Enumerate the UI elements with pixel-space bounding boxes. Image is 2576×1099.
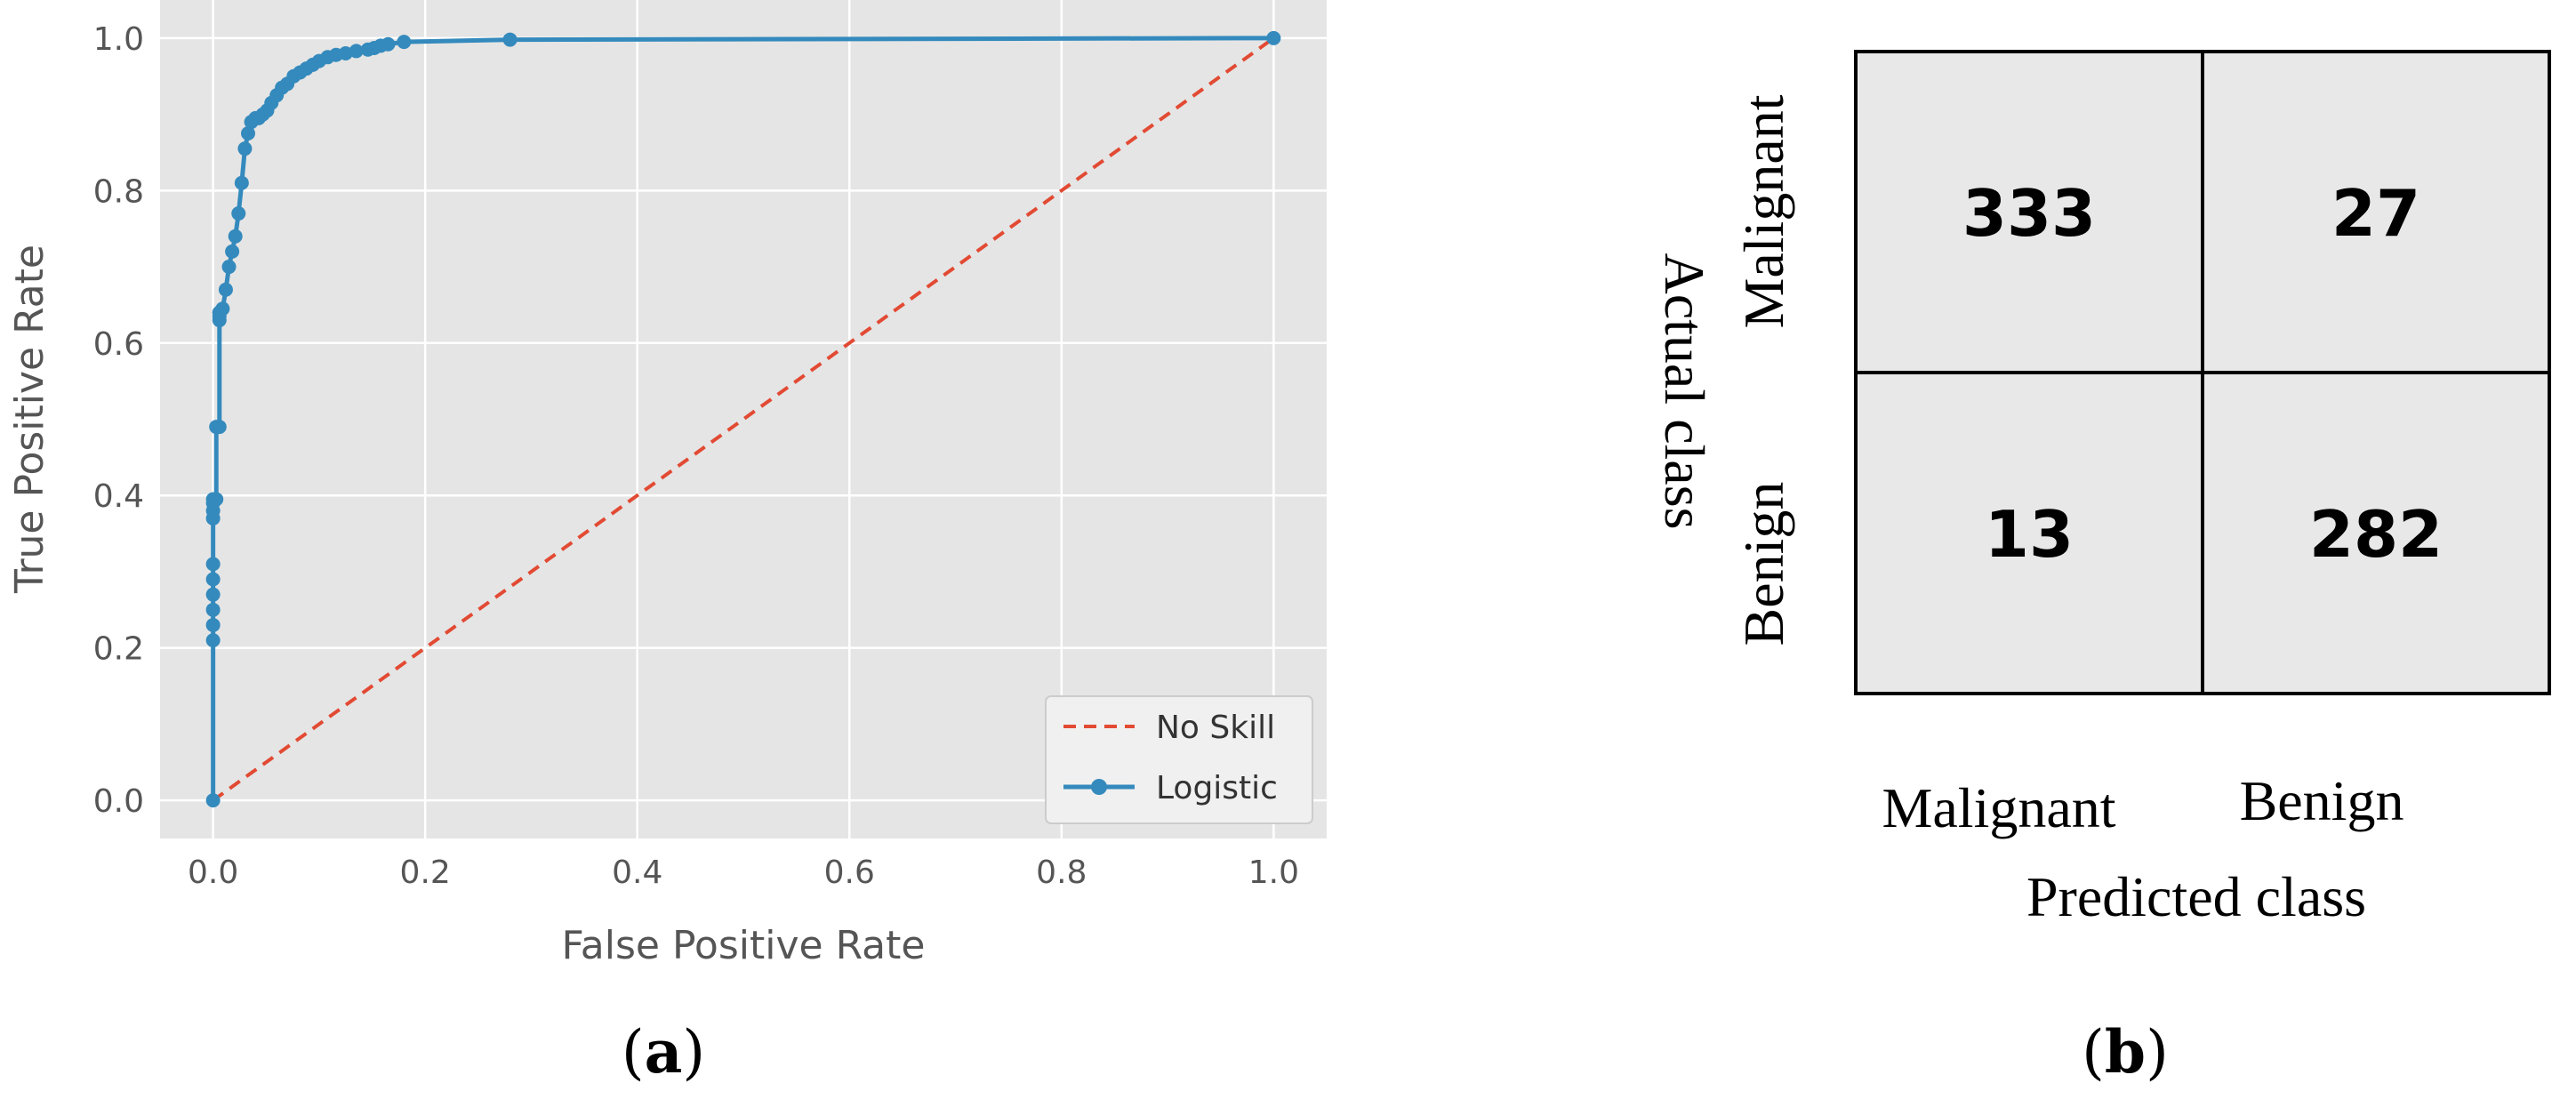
col-label-benign: Benign	[2240, 769, 2404, 832]
data-point-logistic	[234, 175, 249, 190]
data-point-logistic	[231, 206, 246, 221]
x-tick-label: 0.2	[400, 854, 451, 891]
y-axis-label: True Positive Rate	[7, 245, 52, 594]
x-axis-label: False Positive Rate	[562, 923, 926, 968]
data-point-logistic	[218, 282, 233, 297]
data-point-logistic	[349, 44, 364, 59]
data-point-logistic	[381, 36, 396, 52]
y-tick-label: 0.0	[93, 783, 144, 820]
data-point-logistic	[338, 46, 353, 61]
legend-label-logistic: Logistic	[1156, 770, 1278, 806]
data-point-logistic	[215, 301, 230, 317]
y-tick-label: 0.2	[93, 631, 144, 668]
cell-value-fn: 27	[2331, 176, 2420, 251]
cell-value-tp: 333	[1962, 176, 2096, 251]
series-line-no-skill	[212, 36, 1275, 802]
legend: No Skill Logistic	[1045, 695, 1313, 824]
x-tick-labels: 0.0 0.2 0.4 0.6 0.8 1.0	[188, 854, 1299, 891]
row-axis-title: Actual class	[1653, 253, 1716, 530]
cell-malignant-benign	[2201, 50, 2551, 374]
col-axis-title: Predicted class	[2026, 865, 2366, 928]
data-point-logistic	[205, 602, 221, 617]
grid	[160, 0, 1327, 838]
data-point-logistic	[212, 420, 227, 435]
row-label-malignant: Malignant	[1732, 94, 1795, 328]
data-point-logistic	[225, 244, 240, 259]
data-point-logistic	[397, 35, 412, 50]
y-tick-label: 0.4	[93, 478, 144, 515]
y-tick-label: 0.8	[93, 173, 144, 210]
data-point-logistic	[205, 572, 221, 587]
panel-label-b: (b)	[2082, 1017, 2169, 1087]
y-tick-labels: 0.0 0.2 0.4 0.6 0.8 1.0	[93, 21, 144, 820]
legend-label-no-skill: No Skill	[1156, 710, 1275, 746]
x-tick-label: 1.0	[1248, 854, 1299, 891]
cell-value-tn: 282	[2309, 497, 2443, 572]
x-tick-label: 0.8	[1036, 854, 1087, 891]
y-tick-label: 0.6	[93, 326, 144, 363]
data-point-logistic	[237, 141, 253, 156]
x-tick-label: 0.0	[188, 854, 238, 891]
data-point-logistic	[205, 587, 221, 602]
x-tick-label: 0.6	[824, 854, 875, 891]
row-label-benign: Benign	[1732, 482, 1795, 646]
data-point-logistic	[228, 229, 243, 244]
panel-label-a: (a)	[622, 1017, 705, 1087]
cell-value-fp: 13	[1985, 497, 2074, 572]
confusion-matrix: 333 27 13 282 Malignant Benign Actual cl…	[1653, 50, 2551, 1087]
data-point-logistic	[205, 557, 221, 572]
roc-chart: 0.0 0.2 0.4 0.6 0.8 1.0 0.0 0.2 0.4 0.6 0.8 1.0 Fa…	[7, 0, 1327, 1087]
data-point-logistic	[1266, 30, 1281, 45]
series-layer	[205, 30, 1281, 808]
data-point-logistic	[221, 260, 237, 275]
x-tick-label: 0.4	[612, 854, 662, 891]
data-point-logistic	[502, 32, 518, 47]
col-label-malignant: Malignant	[1882, 776, 2115, 839]
data-point-logistic	[209, 492, 224, 507]
data-point-logistic	[240, 126, 255, 141]
y-tick-label: 1.0	[93, 21, 144, 58]
cell-benign-benign	[2201, 371, 2551, 695]
legend-marker-logistic	[1091, 779, 1107, 795]
data-point-logistic	[205, 793, 221, 808]
cell-malignant-malignant	[1854, 50, 2204, 374]
data-point-logistic	[205, 633, 221, 648]
data-point-logistic	[205, 617, 221, 632]
